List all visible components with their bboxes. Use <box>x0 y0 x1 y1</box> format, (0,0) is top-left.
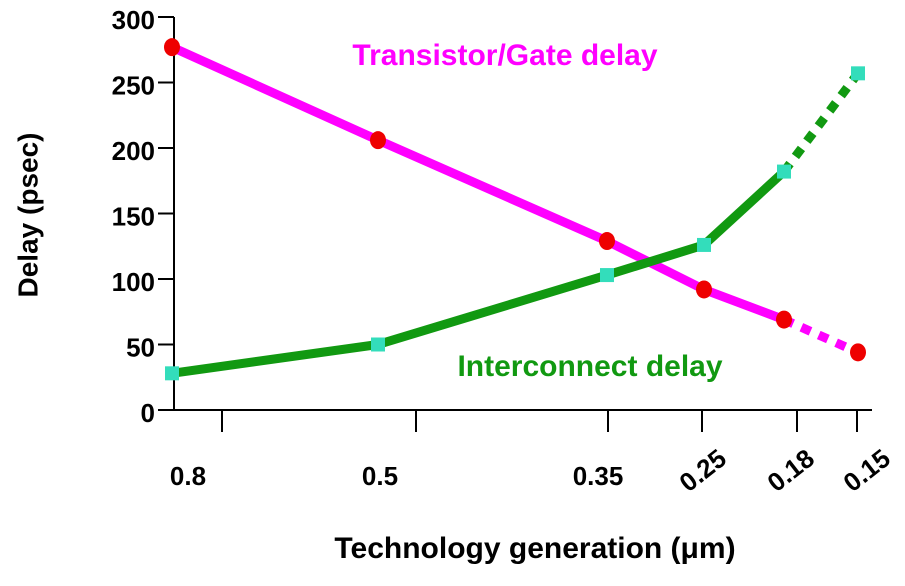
point <box>164 38 180 56</box>
series-line <box>172 172 784 374</box>
y-tick-label: 150 <box>112 201 155 231</box>
page: Delay (psec) Technology generation (μm) … <box>0 0 905 586</box>
series-label: Transistor/Gate delay <box>352 39 657 72</box>
series-label: Interconnect delay <box>457 350 722 383</box>
x-tick-label: 0.35 <box>573 461 624 491</box>
point <box>599 232 615 250</box>
y-tick-label: 200 <box>112 136 155 166</box>
point <box>850 343 866 361</box>
point <box>697 238 711 252</box>
chart: Delay (psec) Technology generation (μm) … <box>0 0 905 581</box>
x-tick-label: 0.8 <box>170 461 206 491</box>
y-tick-label: 250 <box>112 70 155 100</box>
point <box>165 366 179 380</box>
x-axis-label: Technology generation (μm) <box>334 532 735 565</box>
point <box>851 66 865 80</box>
point <box>371 338 385 352</box>
point <box>370 131 386 149</box>
series-line-dashed <box>784 320 858 353</box>
point <box>600 268 614 282</box>
series-line-dashed <box>784 73 858 171</box>
x-tick-label: 0.18 <box>762 443 820 498</box>
point <box>776 311 792 329</box>
y-tick-label: 300 <box>112 5 155 35</box>
y-tick-label: 50 <box>126 332 155 362</box>
x-tick-label: 0.5 <box>362 461 398 491</box>
y-tick-label: 0 <box>141 398 155 428</box>
x-tick-label: 0.15 <box>838 443 896 498</box>
y-axis-label: Delay (psec) <box>12 133 43 298</box>
point <box>696 280 712 298</box>
x-tick-label: 0.25 <box>674 443 732 498</box>
point <box>777 165 791 179</box>
y-tick-label: 100 <box>112 267 155 297</box>
series-line <box>172 47 784 319</box>
